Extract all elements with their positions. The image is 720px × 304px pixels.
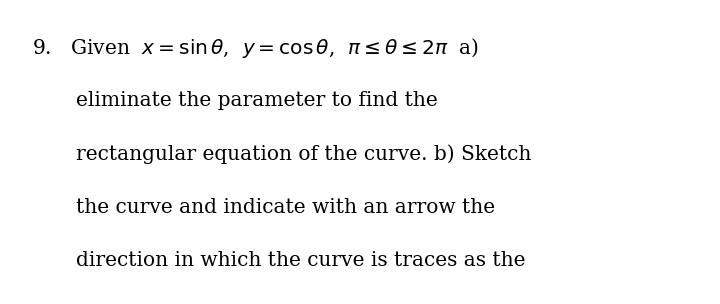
Text: the curve and indicate with an arrow the: the curve and indicate with an arrow the bbox=[76, 198, 495, 216]
Text: 9.   Given  $x = \sin\theta$,  $y = \cos\theta$,  $\pi \leq \theta \leq 2\pi$  a: 9. Given $x = \sin\theta$, $y = \cos\the… bbox=[32, 36, 480, 60]
Text: direction in which the curve is traces as the: direction in which the curve is traces a… bbox=[76, 251, 525, 270]
Text: eliminate the parameter to find the: eliminate the parameter to find the bbox=[76, 91, 437, 110]
Text: rectangular equation of the curve. b) Sketch: rectangular equation of the curve. b) Sk… bbox=[76, 144, 531, 164]
